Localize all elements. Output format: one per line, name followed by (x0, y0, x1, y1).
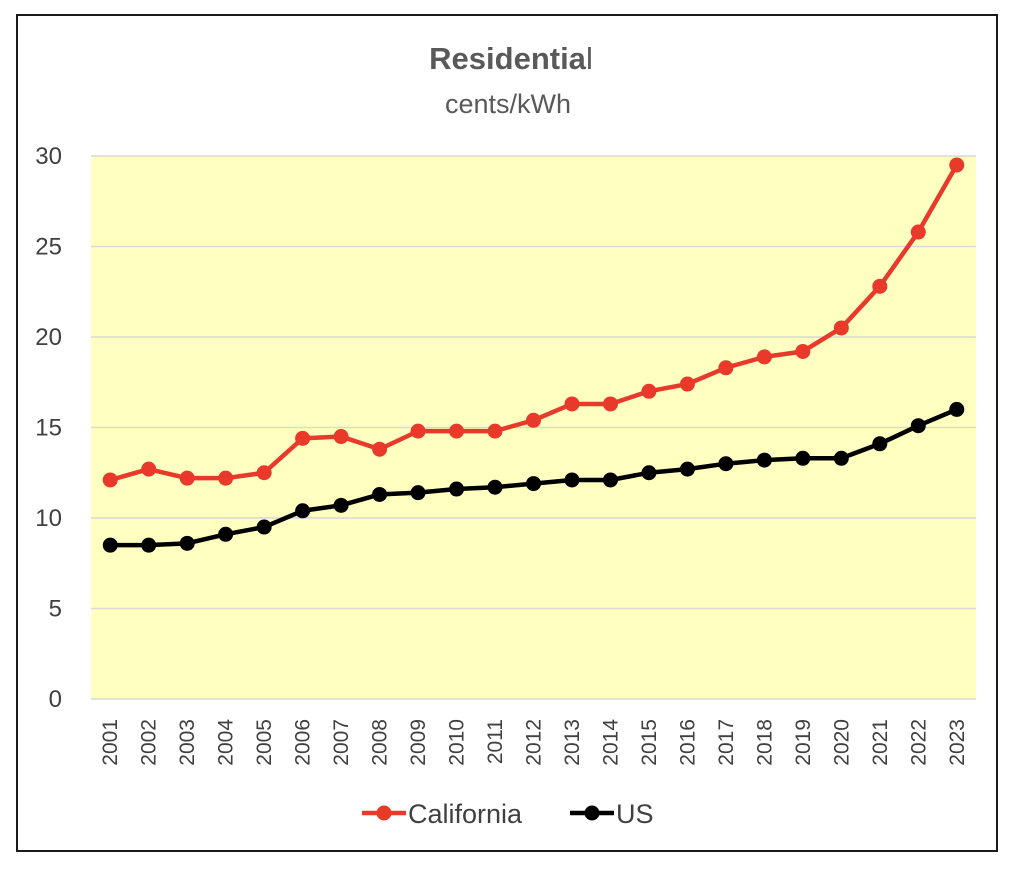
legend: California US (362, 799, 654, 829)
data-point-california (372, 441, 388, 457)
x-tick-label: 2008 (369, 719, 392, 766)
y-tick-label: 30 (35, 143, 62, 170)
data-point-us (256, 519, 272, 535)
x-tick-label: 2020 (830, 719, 853, 766)
data-point-california (718, 360, 734, 376)
data-point-california (256, 465, 272, 481)
data-point-us (526, 476, 541, 492)
legend-label-us: US (616, 799, 654, 829)
y-tick-label: 5 (49, 596, 62, 623)
data-point-us (141, 537, 157, 553)
data-point-california (487, 423, 503, 439)
data-point-us (487, 479, 503, 495)
x-tick-label: 2005 (253, 719, 276, 766)
x-tick-label: 2001 (99, 719, 122, 766)
data-point-us (833, 450, 849, 466)
data-point-california (756, 349, 772, 365)
y-tick-label: 20 (35, 324, 62, 351)
x-tick-label: 2018 (753, 719, 776, 766)
data-point-california (449, 423, 465, 439)
data-point-us (756, 452, 772, 468)
legend-marker-california (376, 805, 392, 821)
x-tick-label: 2012 (523, 719, 546, 766)
data-point-california (795, 343, 811, 359)
data-point-us (218, 526, 234, 542)
data-point-california (564, 396, 580, 412)
data-point-california (410, 423, 426, 439)
data-point-california (910, 224, 926, 240)
plot-area: 0 5 10 15 20 25 30 2001 2002 2003 2004 2005 2006 2007… (35, 143, 976, 766)
x-tick-label: 2016 (676, 719, 699, 766)
data-point-california (102, 472, 118, 488)
legend-label-california: California (408, 799, 523, 829)
chart-title: Residential (429, 41, 593, 76)
x-tick-label: 2019 (792, 719, 815, 766)
data-point-california (526, 412, 541, 428)
data-point-us (949, 401, 965, 417)
data-point-california (949, 157, 965, 173)
data-point-california (872, 278, 888, 294)
data-point-us (910, 418, 926, 434)
data-point-california (641, 383, 657, 399)
data-point-us (102, 537, 118, 553)
data-point-us (372, 486, 388, 502)
x-tick-label: 2004 (215, 719, 238, 766)
x-tick-label: 2007 (330, 719, 353, 766)
x-tick-label: 2022 (907, 719, 930, 766)
x-tick-label: 2003 (176, 719, 199, 766)
data-point-us (410, 485, 426, 501)
x-tick-label: 2002 (138, 719, 161, 766)
data-point-california (295, 430, 311, 446)
x-tick-label: 2009 (407, 719, 430, 766)
y-tick-label: 15 (35, 415, 62, 442)
data-point-us (333, 497, 349, 513)
data-point-california (141, 461, 157, 477)
data-point-us (602, 472, 618, 488)
data-point-california (179, 470, 195, 486)
chart-title-rest: l (586, 41, 593, 76)
x-tick-label: 2017 (715, 719, 738, 766)
x-tick-label: 2015 (638, 719, 661, 766)
data-point-california (333, 429, 349, 445)
x-tick-label: 2014 (599, 719, 622, 766)
x-tick-label: 2010 (446, 719, 469, 766)
data-point-us (295, 503, 311, 519)
data-point-us (449, 481, 465, 497)
y-tick-label: 10 (35, 505, 62, 532)
x-tick-label: 2023 (946, 719, 969, 766)
data-point-us (679, 461, 695, 477)
x-tick-label: 2013 (561, 719, 584, 766)
data-point-us (564, 472, 580, 488)
y-tick-label: 25 (35, 234, 62, 261)
data-point-california (602, 396, 618, 412)
x-tick-label: 2006 (292, 719, 315, 766)
chart-title-bold: Residentia (429, 41, 587, 76)
data-point-california (218, 470, 234, 486)
chart-subtitle: cents/kWh (445, 89, 571, 119)
data-point-california (833, 320, 849, 336)
data-point-us (179, 535, 195, 551)
y-tick-label: 0 (49, 686, 62, 713)
legend-marker-us (584, 805, 600, 821)
data-point-us (872, 436, 888, 452)
x-tick-label: 2021 (869, 719, 892, 766)
x-tick-label: 2011 (484, 719, 507, 764)
data-point-us (641, 465, 657, 481)
data-point-us (795, 450, 811, 466)
data-point-us (718, 456, 734, 472)
data-point-california (679, 376, 695, 392)
